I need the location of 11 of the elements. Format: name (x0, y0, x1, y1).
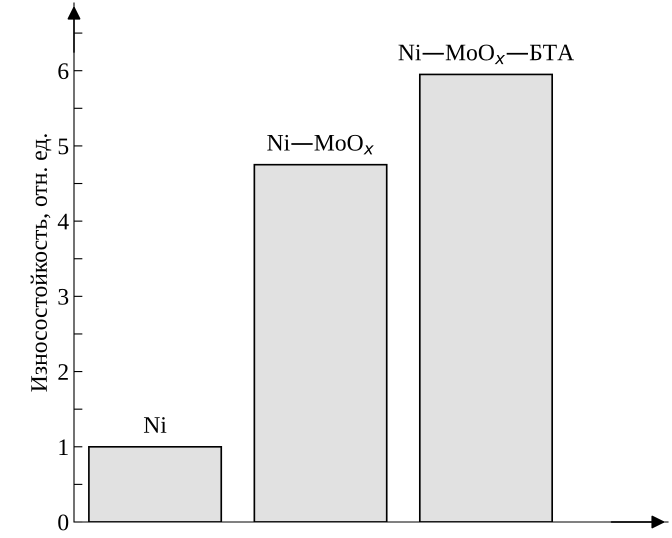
y-tick-label: 1 (59, 439, 68, 455)
x-tick-label: Ni—MoO$_{x}$—БТА (398, 44, 574, 64)
y-tick-label: 3 (58, 288, 68, 305)
y-tick-label: 2 (58, 364, 68, 380)
y-tick-label: 0 (58, 514, 68, 530)
y-tick-label: 6 (58, 63, 68, 80)
y-tick-label: 4 (58, 214, 69, 230)
y-axis-title: Износостойкость, отн. ед. (30, 134, 52, 392)
x-tick-label: Ni (144, 417, 166, 433)
x-tick-label: Ni—MoO$_{x}$ (267, 134, 374, 154)
y-tick-label: 5 (58, 138, 68, 154)
